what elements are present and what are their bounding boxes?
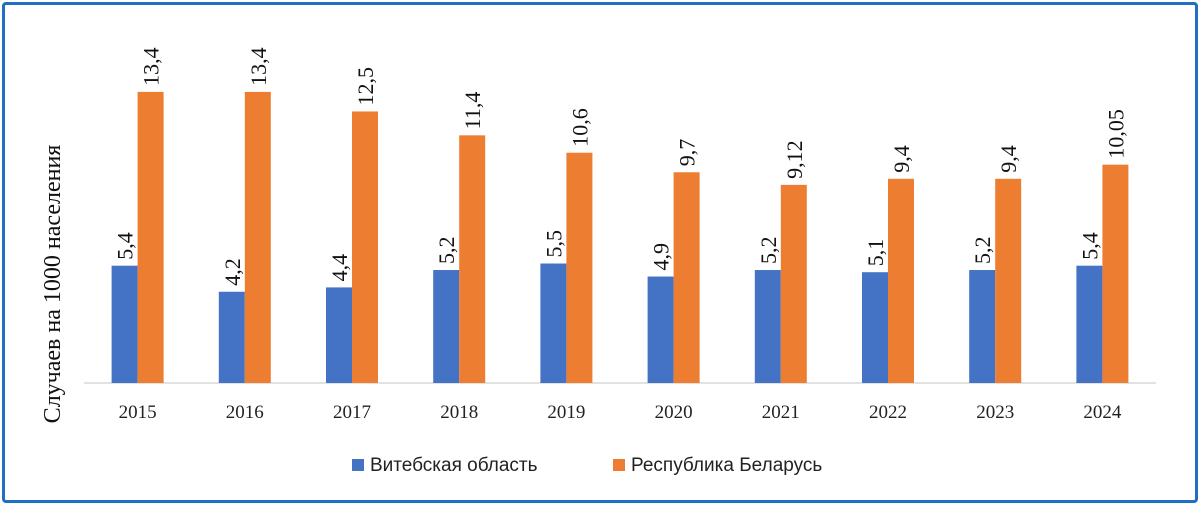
data-label-belarus-2023: 9,4 bbox=[996, 145, 1021, 172]
bars-group: 5,4 13,4 2015 4,2 13,4 2016 4,4 12,5 2017 5,2 11,4… bbox=[111, 47, 1129, 423]
data-label-vitebsk-2022: 5,1 bbox=[863, 239, 888, 267]
bar-belarus-2015 bbox=[137, 91, 164, 384]
bar-vitebsk-2017 bbox=[326, 287, 352, 383]
data-label-vitebsk-2016: 4,2 bbox=[220, 258, 245, 286]
data-label-vitebsk-2020: 4,9 bbox=[649, 243, 674, 271]
data-label-vitebsk-2024: 5,4 bbox=[1077, 232, 1102, 260]
bar-belarus-2019 bbox=[566, 152, 593, 383]
bar-belarus-2017 bbox=[352, 111, 378, 383]
data-label-vitebsk-2015: 5,4 bbox=[113, 232, 138, 260]
bar-vitebsk-2021 bbox=[754, 270, 781, 383]
data-label-vitebsk-2019: 5,5 bbox=[541, 230, 566, 258]
data-label-belarus-2021: 9,12 bbox=[782, 140, 807, 179]
bar-vitebsk-2023 bbox=[969, 270, 996, 383]
bar-belarus-2020 bbox=[673, 172, 700, 383]
legend-label-belarus: Республика Беларусь bbox=[631, 455, 822, 476]
y-axis-label: Случаев на 1000 населения bbox=[40, 145, 66, 424]
data-label-vitebsk-2018: 5,2 bbox=[434, 237, 459, 265]
bar-belarus-2016 bbox=[244, 91, 271, 384]
bar-vitebsk-2022 bbox=[862, 272, 888, 383]
x-tick-2024: 2024 bbox=[1083, 402, 1122, 423]
bar-vitebsk-2018 bbox=[433, 270, 460, 383]
data-label-belarus-2019: 10,6 bbox=[567, 108, 592, 147]
data-label-vitebsk-2021: 5,2 bbox=[756, 237, 781, 265]
x-tick-2015: 2015 bbox=[119, 402, 157, 423]
bar-vitebsk-2020 bbox=[647, 276, 674, 383]
data-label-vitebsk-2023: 5,2 bbox=[970, 237, 995, 265]
x-tick-2019: 2019 bbox=[547, 402, 585, 423]
x-tick-2017: 2017 bbox=[333, 402, 371, 423]
bar-vitebsk-2016 bbox=[218, 291, 245, 383]
bar-vitebsk-2024 bbox=[1076, 265, 1103, 383]
data-label-vitebsk-2017: 4,4 bbox=[327, 254, 352, 282]
bar-belarus-2023 bbox=[995, 178, 1022, 383]
data-label-belarus-2017: 12,5 bbox=[353, 67, 378, 106]
data-label-belarus-2024: 10,05 bbox=[1103, 109, 1128, 159]
legend-swatch-vitebsk bbox=[352, 459, 364, 471]
legend-swatch-belarus bbox=[613, 459, 625, 471]
x-tick-2021: 2021 bbox=[762, 402, 800, 423]
x-tick-2023: 2023 bbox=[976, 402, 1014, 423]
bar-vitebsk-2019 bbox=[540, 263, 567, 383]
bar-belarus-2018 bbox=[459, 135, 486, 383]
bar-vitebsk-2015 bbox=[111, 265, 138, 383]
data-label-belarus-2022: 9,4 bbox=[889, 145, 914, 173]
bar-belarus-2021 bbox=[780, 184, 807, 383]
x-tick-2016: 2016 bbox=[226, 402, 264, 423]
x-tick-2018: 2018 bbox=[440, 402, 478, 423]
data-label-belarus-2018: 11,4 bbox=[460, 92, 485, 130]
legend: Витебская область Республика Беларусь bbox=[352, 455, 822, 476]
bar-belarus-2024 bbox=[1102, 164, 1129, 383]
data-label-belarus-2015: 13,4 bbox=[139, 47, 164, 86]
bar-belarus-2022 bbox=[888, 178, 914, 383]
x-tick-2020: 2020 bbox=[655, 402, 693, 423]
legend-label-vitebsk: Витебская область bbox=[370, 455, 538, 476]
data-label-belarus-2016: 13,4 bbox=[246, 47, 271, 86]
x-tick-2022: 2022 bbox=[869, 402, 907, 423]
data-label-belarus-2020: 9,7 bbox=[675, 139, 700, 167]
